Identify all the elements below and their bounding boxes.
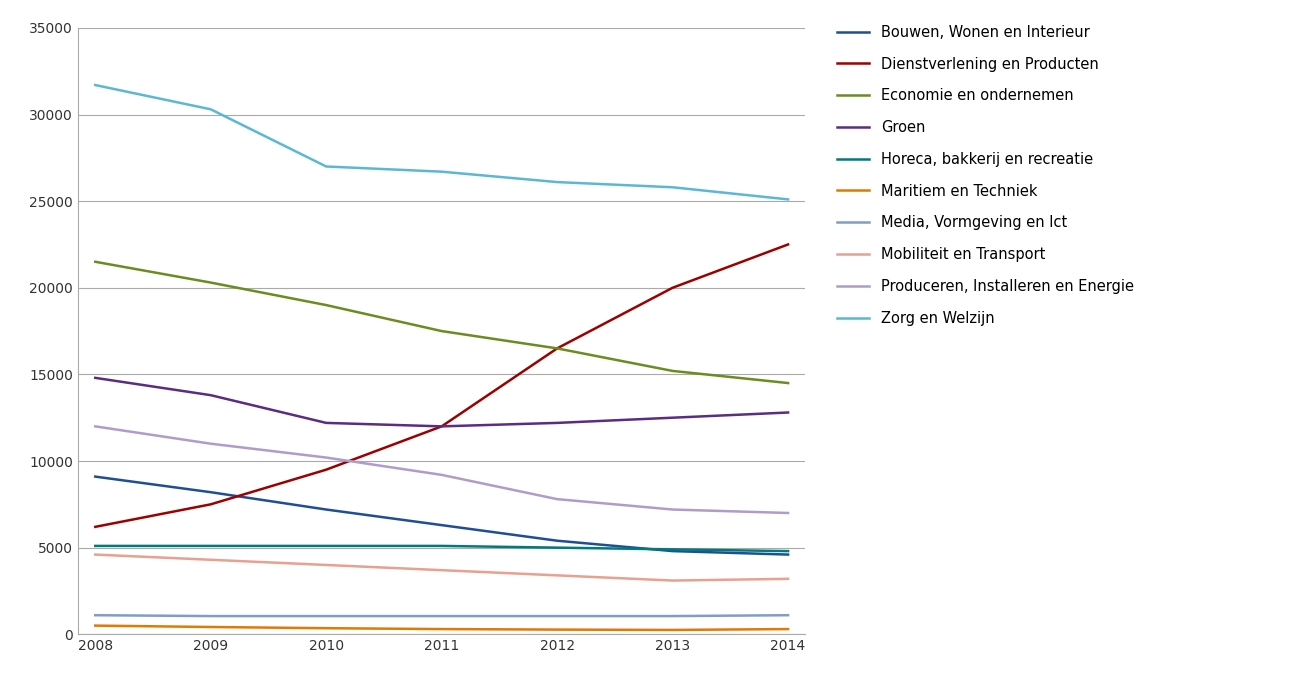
Economie en ondernemen: [87, 258, 103, 266]
Groen: [87, 374, 103, 382]
Media, Vormgeving en Ict: [434, 612, 449, 620]
Horeca, bakkerij en recreatie: [549, 544, 565, 552]
Bouwen, Wonen en Interieur: [87, 473, 103, 481]
Bouwen, Wonen en Interieur: [665, 547, 681, 556]
Economie en ondernemen: [434, 327, 449, 335]
Line: Bouwen, Wonen en Interieur: Bouwen, Wonen en Interieur: [95, 477, 788, 555]
Produceren, Installeren en Energie: [781, 509, 796, 517]
Economie en ondernemen: [549, 344, 565, 353]
Line: Economie en ondernemen: Economie en ondernemen: [95, 262, 788, 383]
Horeca, bakkerij en recreatie: [203, 542, 218, 550]
Line: Mobiliteit en Transport: Mobiliteit en Transport: [95, 555, 788, 581]
Horeca, bakkerij en recreatie: [87, 542, 103, 550]
Line: Produceren, Installeren en Energie: Produceren, Installeren en Energie: [95, 427, 788, 513]
Bouwen, Wonen en Interieur: [549, 537, 565, 545]
Groen: [434, 422, 449, 431]
Line: Dienstverlening en Producten: Dienstverlening en Producten: [95, 245, 788, 527]
Mobiliteit en Transport: [203, 556, 218, 564]
Groen: [549, 419, 565, 427]
Horeca, bakkerij en recreatie: [318, 542, 334, 550]
Line: Horeca, bakkerij en recreatie: Horeca, bakkerij en recreatie: [95, 546, 788, 551]
Maritiem en Techniek: [434, 625, 449, 634]
Bouwen, Wonen en Interieur: [434, 521, 449, 529]
Produceren, Installeren en Energie: [665, 505, 681, 514]
Line: Groen: Groen: [95, 378, 788, 427]
Maritiem en Techniek: [318, 624, 334, 632]
Maritiem en Techniek: [203, 623, 218, 631]
Media, Vormgeving en Ict: [665, 612, 681, 620]
Media, Vormgeving en Ict: [318, 612, 334, 620]
Maritiem en Techniek: [549, 625, 565, 634]
Zorg en Welzijn: [665, 183, 681, 192]
Horeca, bakkerij en recreatie: [434, 542, 449, 550]
Line: Media, Vormgeving en Ict: Media, Vormgeving en Ict: [95, 615, 788, 616]
Mobiliteit en Transport: [87, 551, 103, 559]
Produceren, Installeren en Energie: [549, 495, 565, 503]
Maritiem en Techniek: [781, 625, 796, 634]
Dienstverlening en Producten: [203, 500, 218, 509]
Dienstverlening en Producten: [318, 466, 334, 474]
Horeca, bakkerij en recreatie: [781, 547, 796, 556]
Economie en ondernemen: [203, 278, 218, 286]
Groen: [665, 413, 681, 422]
Media, Vormgeving en Ict: [781, 611, 796, 620]
Maritiem en Techniek: [87, 622, 103, 630]
Zorg en Welzijn: [434, 167, 449, 176]
Dienstverlening en Producten: [665, 284, 681, 292]
Mobiliteit en Transport: [318, 561, 334, 569]
Line: Zorg en Welzijn: Zorg en Welzijn: [95, 85, 788, 199]
Media, Vormgeving en Ict: [87, 611, 103, 620]
Economie en ondernemen: [781, 379, 796, 388]
Produceren, Installeren en Energie: [203, 440, 218, 448]
Zorg en Welzijn: [781, 195, 796, 204]
Economie en ondernemen: [318, 301, 334, 309]
Bouwen, Wonen en Interieur: [318, 505, 334, 514]
Mobiliteit en Transport: [434, 566, 449, 574]
Produceren, Installeren en Energie: [318, 453, 334, 461]
Maritiem en Techniek: [665, 626, 681, 634]
Groen: [318, 419, 334, 427]
Bouwen, Wonen en Interieur: [781, 551, 796, 559]
Produceren, Installeren en Energie: [87, 422, 103, 431]
Groen: [781, 408, 796, 417]
Dienstverlening en Producten: [434, 422, 449, 431]
Dienstverlening en Producten: [549, 344, 565, 353]
Bouwen, Wonen en Interieur: [203, 488, 218, 496]
Groen: [203, 391, 218, 399]
Zorg en Welzijn: [87, 81, 103, 89]
Dienstverlening en Producten: [781, 240, 796, 249]
Produceren, Installeren en Energie: [434, 470, 449, 479]
Media, Vormgeving en Ict: [549, 612, 565, 620]
Mobiliteit en Transport: [781, 574, 796, 583]
Zorg en Welzijn: [318, 162, 334, 171]
Line: Maritiem en Techniek: Maritiem en Techniek: [95, 626, 788, 630]
Zorg en Welzijn: [203, 105, 218, 114]
Mobiliteit en Transport: [549, 571, 565, 579]
Zorg en Welzijn: [549, 178, 565, 186]
Horeca, bakkerij en recreatie: [665, 545, 681, 553]
Dienstverlening en Producten: [87, 523, 103, 531]
Mobiliteit en Transport: [665, 576, 681, 585]
Economie en ondernemen: [665, 367, 681, 375]
Media, Vormgeving en Ict: [203, 612, 218, 620]
Legend: Bouwen, Wonen en Interieur, Dienstverlening en Producten, Economie en ondernemen: Bouwen, Wonen en Interieur, Dienstverlen…: [834, 22, 1137, 328]
